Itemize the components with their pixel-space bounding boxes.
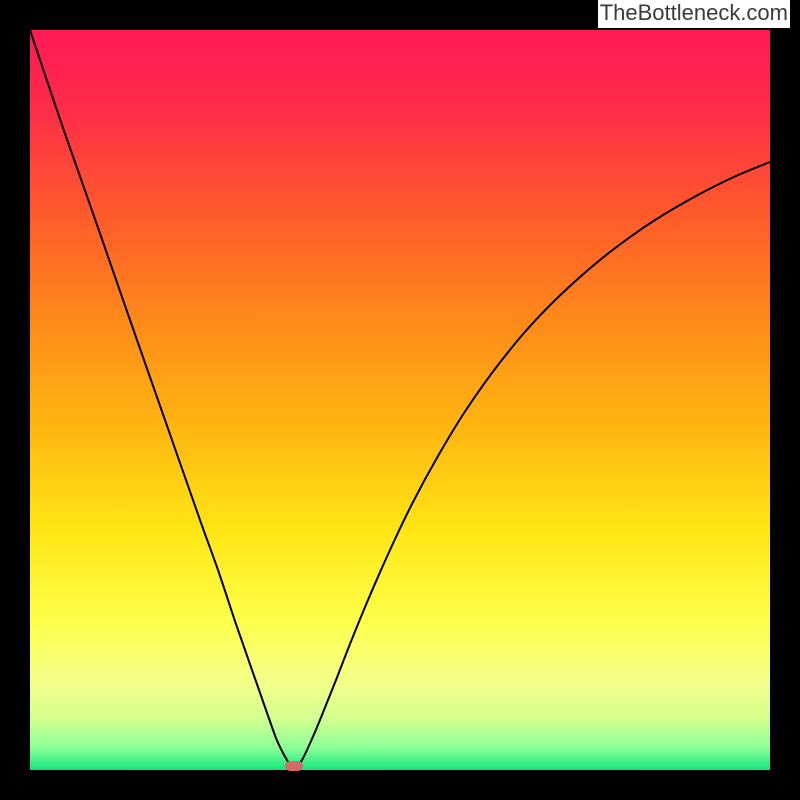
chart-container: TheBottleneck.com bbox=[0, 0, 800, 800]
optimum-marker bbox=[285, 761, 303, 771]
bottleneck-chart bbox=[0, 0, 800, 800]
chart-background bbox=[30, 30, 770, 770]
watermark-label: TheBottleneck.com bbox=[598, 0, 790, 28]
